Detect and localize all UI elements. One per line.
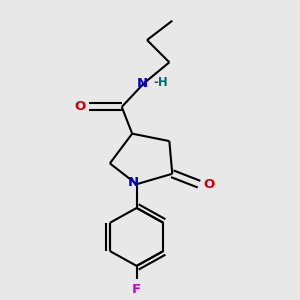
Text: F: F xyxy=(132,283,141,296)
Text: O: O xyxy=(203,178,214,191)
Text: N: N xyxy=(128,176,139,189)
Text: N: N xyxy=(137,76,148,90)
Text: O: O xyxy=(74,100,85,113)
Text: -H: -H xyxy=(153,76,168,89)
